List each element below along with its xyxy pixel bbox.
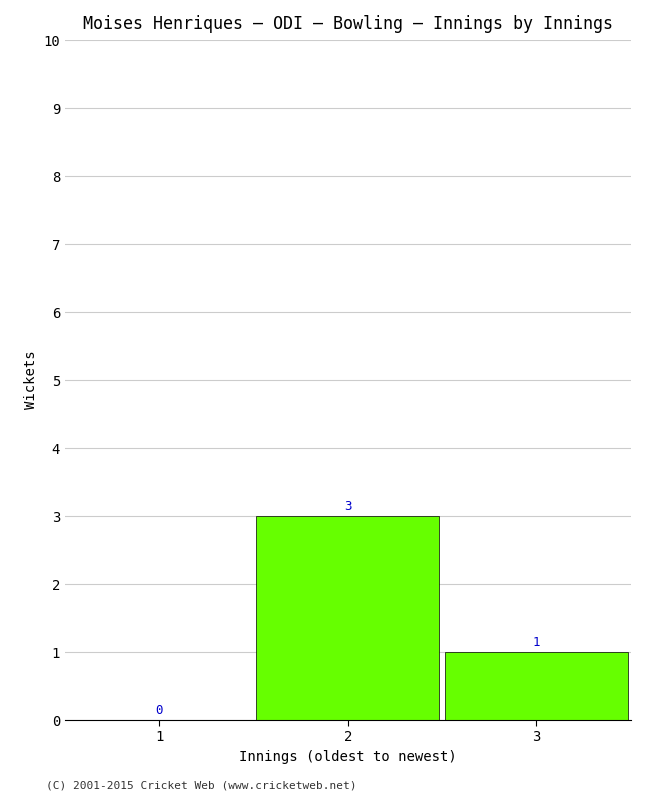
Bar [445,652,628,720]
X-axis label: Innings (oldest to newest): Innings (oldest to newest) [239,750,456,764]
Title: Moises Henriques – ODI – Bowling – Innings by Innings: Moises Henriques – ODI – Bowling – Innin… [83,15,613,33]
Text: 3: 3 [344,499,352,513]
Text: 0: 0 [155,704,163,717]
Y-axis label: Wickets: Wickets [24,350,38,410]
Bar [256,516,439,720]
Text: (C) 2001-2015 Cricket Web (www.cricketweb.net): (C) 2001-2015 Cricket Web (www.cricketwe… [46,781,356,790]
Text: 1: 1 [532,635,540,649]
